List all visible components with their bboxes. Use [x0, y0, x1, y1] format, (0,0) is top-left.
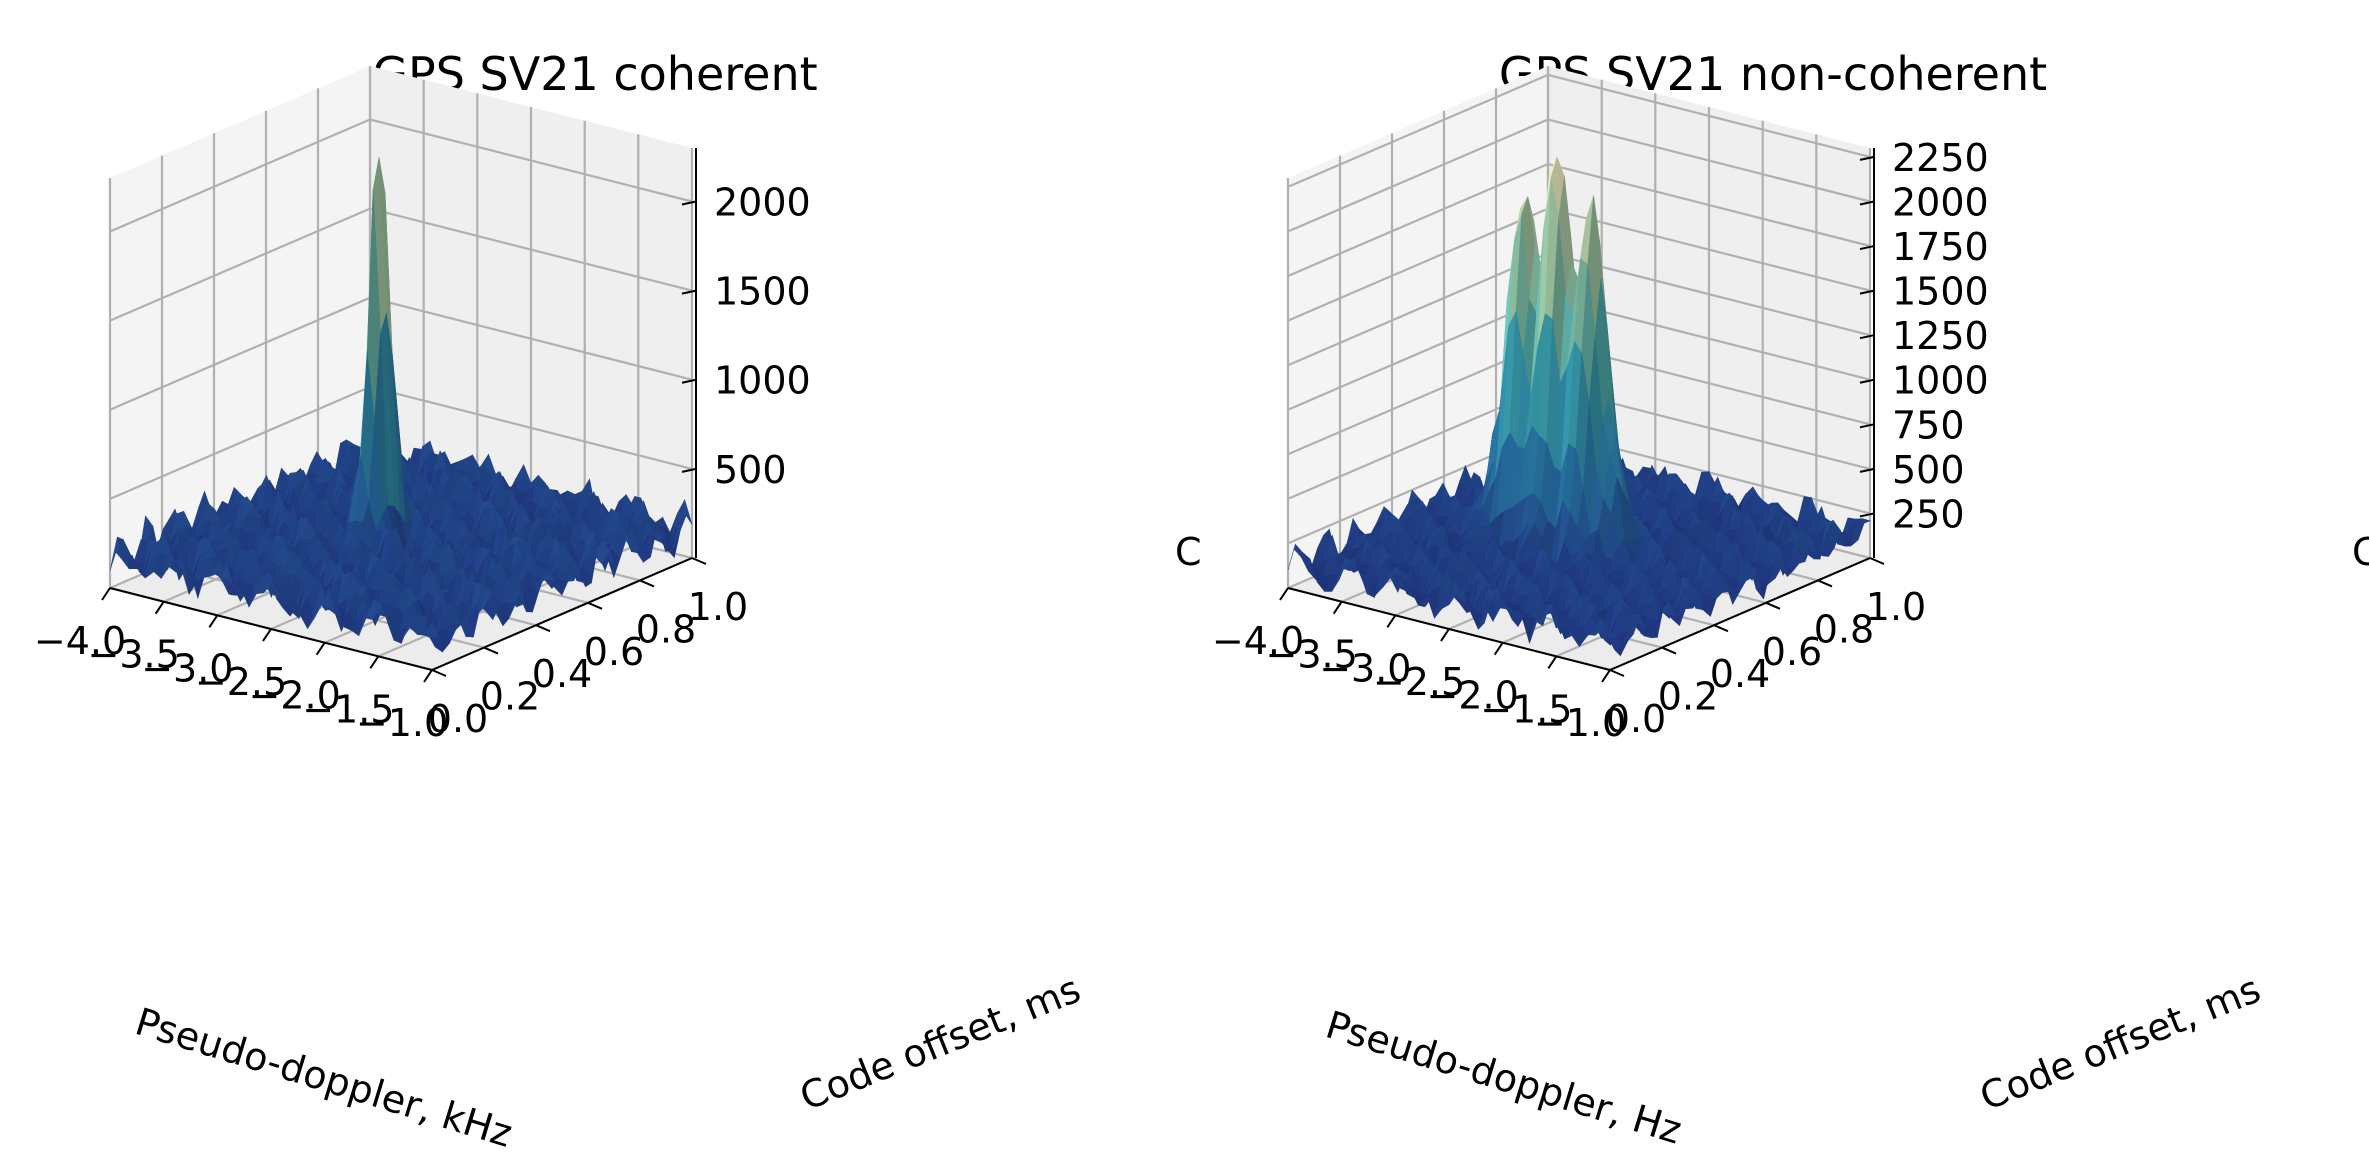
y-tick-mark	[587, 601, 603, 610]
z-axis-label: C	[1175, 530, 1202, 574]
z-tick-mark	[1859, 289, 1875, 295]
y-tick-label: 0.2	[1658, 675, 1718, 719]
x-tick-label: −2.5	[195, 660, 287, 704]
z-tick-label: 2000	[714, 180, 811, 224]
tick-labels: −4.0−3.5−3.0−2.5−2.0−1.5−1.00.00.20.40.6…	[1212, 136, 1989, 745]
z-tick-mark	[1859, 467, 1875, 473]
x-tick-mark	[262, 628, 272, 642]
z-tick-label: 1250	[1892, 314, 1989, 358]
y-tick-mark	[431, 669, 447, 677]
y-tick-label: 0.4	[532, 652, 592, 696]
left-wall-pane	[1288, 66, 1548, 588]
z-gridline	[1287, 73, 1871, 188]
y-tick-label: 1.0	[1866, 585, 1926, 629]
x-tick-label: −3.5	[88, 633, 180, 677]
surface-plot	[1287, 156, 1871, 657]
x-tick-mark	[1493, 642, 1504, 656]
x-tick-mark	[315, 642, 326, 656]
y-tick-label: 0.8	[1814, 607, 1874, 651]
y-tick-mark	[1765, 601, 1781, 610]
z-tick-label: 1500	[714, 270, 811, 314]
y-tick-mark	[483, 646, 499, 655]
x-tick-label: −4.0	[34, 619, 126, 663]
x-tick-label: −1.0	[1534, 701, 1626, 745]
x-tick-label: −1.0	[356, 701, 448, 745]
surface-patch	[424, 621, 439, 639]
z-tick-mark	[1859, 155, 1875, 161]
z-tick-label: 750	[1892, 403, 1965, 447]
y-tick-mark	[1609, 669, 1625, 677]
z-tick-label: 1000	[714, 359, 811, 403]
z-tick-label: 2250	[1892, 136, 1989, 180]
z-tick-label: 1500	[1892, 270, 1989, 314]
z-gridline	[1287, 118, 1871, 233]
y-tick-label: 0.4	[1710, 652, 1770, 696]
z-tick-mark	[681, 289, 697, 295]
left-wall-pane	[110, 66, 370, 588]
z-tick-mark	[681, 467, 697, 473]
z-gridline	[1287, 162, 1871, 278]
y-tick-mark	[1817, 579, 1833, 588]
z-tick-label: 1000	[1892, 359, 1989, 403]
x-tick-label: −2.5	[1373, 660, 1465, 704]
x-tick-mark	[1279, 587, 1289, 601]
z-axis-label: C	[2352, 530, 2369, 574]
x-tick-label: −1.5	[1480, 687, 1572, 731]
x-tick-mark	[101, 587, 111, 601]
z-tick-mark	[681, 378, 697, 384]
z-tick-mark	[681, 200, 697, 206]
tick-labels: −4.0−3.5−3.0−2.5−2.0−1.5−1.00.00.20.40.6…	[34, 180, 811, 745]
y-tick-mark	[1869, 557, 1885, 565]
y-tick-mark	[1661, 646, 1677, 655]
x-tick-mark	[1547, 655, 1558, 669]
z-tick-mark	[1859, 334, 1875, 340]
x-tick-mark	[1440, 628, 1450, 642]
y-tick-label: 0.6	[1762, 630, 1822, 674]
y-tick-label: 0.0	[1606, 697, 1666, 741]
surface-patch	[1602, 628, 1617, 639]
x-tick-mark	[1601, 669, 1611, 683]
z-tick-label: 250	[1892, 492, 1965, 536]
x-tick-label: −3.5	[1266, 633, 1358, 677]
x-tick-mark	[1332, 601, 1343, 615]
x-tick-label: −2.0	[249, 674, 341, 718]
y-tick-label: 1.0	[688, 585, 748, 629]
x-tick-label: −2.0	[1427, 674, 1519, 718]
z-tick-label: 500	[714, 448, 787, 492]
z-tick-label: 2000	[1892, 180, 1989, 224]
y-tick-mark	[535, 624, 551, 633]
y-tick-mark	[1713, 624, 1729, 633]
z-tick-mark	[1859, 200, 1875, 206]
x-tick-mark	[423, 669, 433, 683]
z-tick-mark	[1859, 245, 1875, 251]
y-tick-mark	[691, 557, 707, 565]
x-tick-label: −1.5	[302, 687, 394, 731]
y-tick-mark	[639, 579, 655, 588]
x-tick-label: −3.0	[141, 646, 233, 690]
z-tick-label: 500	[1892, 448, 1965, 492]
z-gridline	[109, 207, 693, 322]
x-tick-label: −4.0	[1212, 619, 1304, 663]
y-axis-line	[1609, 557, 1871, 671]
x-tick-mark	[369, 655, 380, 669]
subplot-non-coherent: GPS SV21 non-coherent −4.0−3.5−3.0−2.5−2…	[1212, 47, 2369, 1153]
surface-plot	[109, 157, 693, 653]
x-tick-label: −3.0	[1319, 646, 1411, 690]
z-tick-mark	[1859, 378, 1875, 384]
x-tick-mark	[1386, 614, 1397, 628]
x-tick-mark	[154, 601, 165, 615]
y-tick-label: 0.6	[584, 630, 644, 674]
z-tick-label: 1750	[1892, 225, 1989, 269]
x-tick-mark	[208, 614, 219, 628]
y-axis-line	[431, 557, 693, 671]
z-gridline	[109, 118, 693, 233]
y-tick-label: 0.0	[428, 697, 488, 741]
z-tick-mark	[1859, 423, 1875, 429]
z-tick-mark	[1859, 512, 1875, 518]
y-tick-label: 0.8	[636, 607, 696, 651]
y-tick-label: 0.2	[480, 675, 540, 719]
